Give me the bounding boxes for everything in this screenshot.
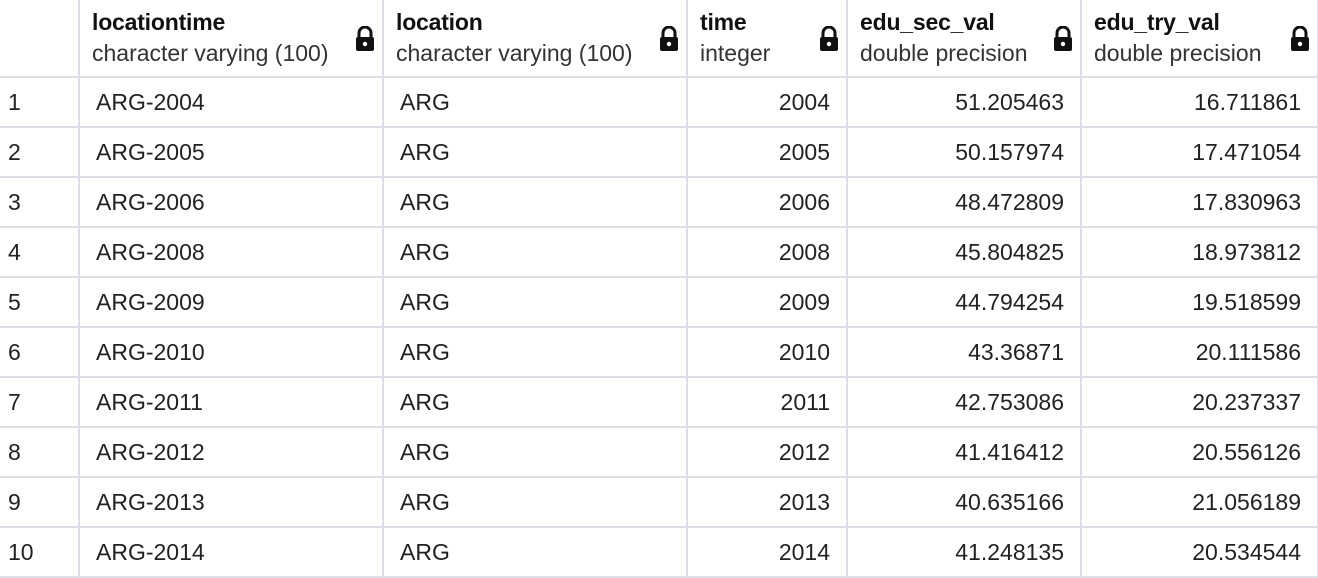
table-row[interactable]: 4 ARG-2008 ARG 2008 45.804825 18.973812 (0, 227, 1318, 278)
cell-locationtime[interactable]: ARG-2012 (79, 427, 384, 478)
lock-icon (1054, 26, 1072, 51)
row-number[interactable]: 8 (0, 427, 80, 478)
cell-locationtime[interactable]: ARG-2011 (79, 377, 384, 428)
row-number[interactable]: 2 (0, 127, 80, 178)
cell-locationtime[interactable]: ARG-2008 (79, 227, 384, 278)
cell-edu-sec-val[interactable]: 48.472809 (847, 177, 1082, 228)
cell-time[interactable]: 2011 (687, 377, 848, 428)
cell-edu-sec-val[interactable]: 41.248135 (847, 527, 1082, 578)
cell-time[interactable]: 2010 (687, 327, 848, 378)
cell-location[interactable]: ARG (383, 377, 688, 428)
cell-edu-sec-val[interactable]: 44.794254 (847, 277, 1082, 328)
cell-edu-try-val[interactable]: 21.056189 (1081, 477, 1318, 528)
column-name: locationtime (92, 9, 226, 35)
column-name: edu_sec_val (860, 9, 995, 35)
select-all-corner[interactable] (0, 0, 80, 78)
row-number[interactable]: 4 (0, 227, 80, 278)
row-number[interactable]: 9 (0, 477, 80, 528)
cell-edu-try-val[interactable]: 17.830963 (1081, 177, 1318, 228)
cell-edu-sec-val[interactable]: 40.635166 (847, 477, 1082, 528)
cell-locationtime[interactable]: ARG-2004 (79, 77, 384, 128)
table-row[interactable]: 6 ARG-2010 ARG 2010 43.36871 20.111586 (0, 327, 1318, 378)
column-type: integer (700, 40, 771, 66)
column-name: location (396, 9, 483, 35)
cell-locationtime[interactable]: ARG-2006 (79, 177, 384, 228)
row-number[interactable]: 5 (0, 277, 80, 328)
cell-location[interactable]: ARG (383, 327, 688, 378)
column-header-edu-sec-val[interactable]: edu_sec_val double precision (847, 0, 1082, 78)
column-header-time[interactable]: time integer (687, 0, 848, 78)
column-type: character varying (100) (396, 40, 633, 66)
lock-icon (1291, 26, 1309, 51)
row-number[interactable]: 10 (0, 527, 80, 578)
lock-icon (820, 26, 838, 51)
cell-edu-try-val[interactable]: 20.534544 (1081, 527, 1318, 578)
row-number[interactable]: 6 (0, 327, 80, 378)
cell-edu-try-val[interactable]: 20.111586 (1081, 327, 1318, 378)
header-row: locationtime character varying (100) loc… (0, 0, 1318, 78)
cell-edu-try-val[interactable]: 18.973812 (1081, 227, 1318, 278)
cell-location[interactable]: ARG (383, 177, 688, 228)
column-header-location[interactable]: location character varying (100) (383, 0, 688, 78)
cell-time[interactable]: 2005 (687, 127, 848, 178)
cell-edu-sec-val[interactable]: 41.416412 (847, 427, 1082, 478)
cell-locationtime[interactable]: ARG-2013 (79, 477, 384, 528)
table-row[interactable]: 1 ARG-2004 ARG 2004 51.205463 16.711861 (0, 77, 1318, 128)
cell-time[interactable]: 2014 (687, 527, 848, 578)
cell-edu-try-val[interactable]: 17.471054 (1081, 127, 1318, 178)
cell-time[interactable]: 2009 (687, 277, 848, 328)
cell-time[interactable]: 2006 (687, 177, 848, 228)
row-number[interactable]: 3 (0, 177, 80, 228)
column-name: edu_try_val (1094, 9, 1220, 35)
cell-edu-sec-val[interactable]: 51.205463 (847, 77, 1082, 128)
table-row[interactable]: 9 ARG-2013 ARG 2013 40.635166 21.056189 (0, 477, 1318, 528)
table-row[interactable]: 10 ARG-2014 ARG 2014 41.248135 20.534544 (0, 527, 1318, 578)
table-row[interactable]: 7 ARG-2011 ARG 2011 42.753086 20.237337 (0, 377, 1318, 428)
cell-locationtime[interactable]: ARG-2010 (79, 327, 384, 378)
table-row[interactable]: 5 ARG-2009 ARG 2009 44.794254 19.518599 (0, 277, 1318, 328)
column-name: time (700, 9, 747, 35)
cell-locationtime[interactable]: ARG-2014 (79, 527, 384, 578)
table-row[interactable]: 2 ARG-2005 ARG 2005 50.157974 17.471054 (0, 127, 1318, 178)
column-type: double precision (860, 40, 1028, 66)
cell-edu-try-val[interactable]: 20.237337 (1081, 377, 1318, 428)
cell-edu-sec-val[interactable]: 42.753086 (847, 377, 1082, 428)
column-header-locationtime[interactable]: locationtime character varying (100) (79, 0, 384, 78)
lock-icon (356, 26, 374, 51)
column-type: character varying (100) (92, 40, 329, 66)
cell-location[interactable]: ARG (383, 427, 688, 478)
cell-edu-try-val[interactable]: 20.556126 (1081, 427, 1318, 478)
cell-location[interactable]: ARG (383, 477, 688, 528)
cell-time[interactable]: 2012 (687, 427, 848, 478)
row-number[interactable]: 1 (0, 77, 80, 128)
cell-location[interactable]: ARG (383, 527, 688, 578)
cell-edu-try-val[interactable]: 19.518599 (1081, 277, 1318, 328)
cell-location[interactable]: ARG (383, 277, 688, 328)
row-number[interactable]: 7 (0, 377, 80, 428)
table-row[interactable]: 8 ARG-2012 ARG 2012 41.416412 20.556126 (0, 427, 1318, 478)
lock-icon (660, 26, 678, 51)
cell-location[interactable]: ARG (383, 77, 688, 128)
cell-time[interactable]: 2004 (687, 77, 848, 128)
cell-edu-sec-val[interactable]: 43.36871 (847, 327, 1082, 378)
cell-time[interactable]: 2008 (687, 227, 848, 278)
column-header-edu-try-val[interactable]: edu_try_val double precision (1081, 0, 1318, 78)
cell-edu-try-val[interactable]: 16.711861 (1081, 77, 1318, 128)
cell-edu-sec-val[interactable]: 50.157974 (847, 127, 1082, 178)
cell-locationtime[interactable]: ARG-2009 (79, 277, 384, 328)
cell-edu-sec-val[interactable]: 45.804825 (847, 227, 1082, 278)
cell-time[interactable]: 2013 (687, 477, 848, 528)
cell-location[interactable]: ARG (383, 127, 688, 178)
table-row[interactable]: 3 ARG-2006 ARG 2006 48.472809 17.830963 (0, 177, 1318, 228)
cell-locationtime[interactable]: ARG-2005 (79, 127, 384, 178)
column-type: double precision (1094, 40, 1262, 66)
cell-location[interactable]: ARG (383, 227, 688, 278)
